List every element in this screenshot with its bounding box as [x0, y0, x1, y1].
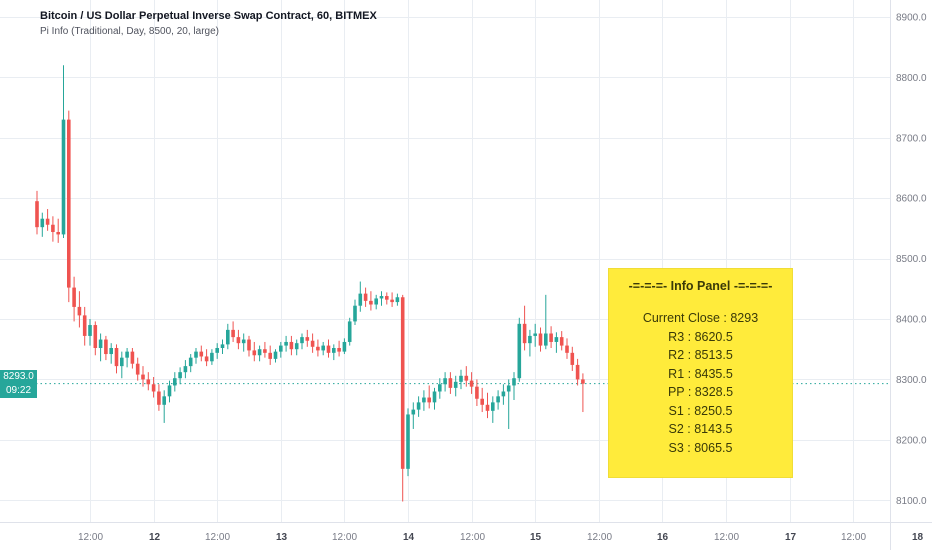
info-panel-line: S2 : 8143.5 — [668, 422, 733, 436]
candles — [35, 65, 585, 502]
time-axis-label: 17 — [785, 532, 797, 543]
info-panel-line: R2 : 8513.5 — [668, 348, 733, 362]
time-axis-label: 13 — [276, 532, 288, 543]
info-panel-line: Current Close : 8293 — [642, 311, 759, 325]
info-panel-line: S3 : 8065.5 — [668, 440, 733, 455]
time-axis-label: 12:00 — [205, 532, 230, 543]
price-axis-label: 8100.0 — [896, 496, 927, 507]
candle-countdown-badge: 09:22 — [0, 383, 37, 398]
info-panel: -=-=-=- Info Panel -=-=-=- Current Close… — [608, 268, 793, 478]
price-axis-label: 8800.0 — [896, 73, 927, 84]
time-axis-label: 16 — [657, 532, 669, 543]
time-axis-label: 14 — [403, 532, 415, 543]
time-axis-label: 12:00 — [587, 532, 612, 543]
time-axis-label: 18 — [912, 532, 924, 543]
price-axis-label: 8400.0 — [896, 315, 927, 326]
price-axis[interactable]: 8900.0 8800.0 8700.0 8600.0 8500.0 8400.0 8300… — [896, 12, 927, 506]
price-axis-label: 8200.0 — [896, 435, 927, 446]
time-axis-label: 15 — [530, 532, 542, 543]
info-panel-line: R3 : 8620.5 — [668, 329, 733, 344]
time-axis-label: 12:00 — [332, 532, 357, 543]
time-axis-label: 12:00 — [841, 532, 866, 543]
info-panel-line: S1 : 8250.5 — [668, 403, 733, 418]
time-axis-label: 12:00 — [78, 532, 103, 543]
time-axis-label: 12:00 — [714, 532, 739, 543]
current-price-badge: 8293.0 — [0, 369, 37, 384]
price-axis-label: 8300.0 — [896, 375, 927, 386]
time-axis-label: 12 — [149, 532, 161, 543]
price-axis-label: 8700.0 — [896, 133, 927, 144]
time-axis-label: 12:00 — [460, 532, 485, 543]
price-axis-label: 8600.0 — [896, 194, 927, 205]
info-panel-lines: Current Close : 8293 R3 : 8620.5 R2 : 8513… — [609, 309, 792, 457]
info-panel-line: R1 : 8435.5 — [668, 366, 733, 381]
time-axis[interactable]: 12:00 12 12:00 13 12:00 14 12:00 15 12:00 16 12:00… — [78, 532, 924, 543]
price-axis-label: 8900.0 — [896, 12, 927, 23]
info-panel-title: -=-=-=- Info Panel -=-=-=- — [628, 279, 773, 293]
price-axis-label: 8500.0 — [896, 254, 927, 265]
info-panel-line: PP : 8328.5 — [667, 385, 734, 399]
